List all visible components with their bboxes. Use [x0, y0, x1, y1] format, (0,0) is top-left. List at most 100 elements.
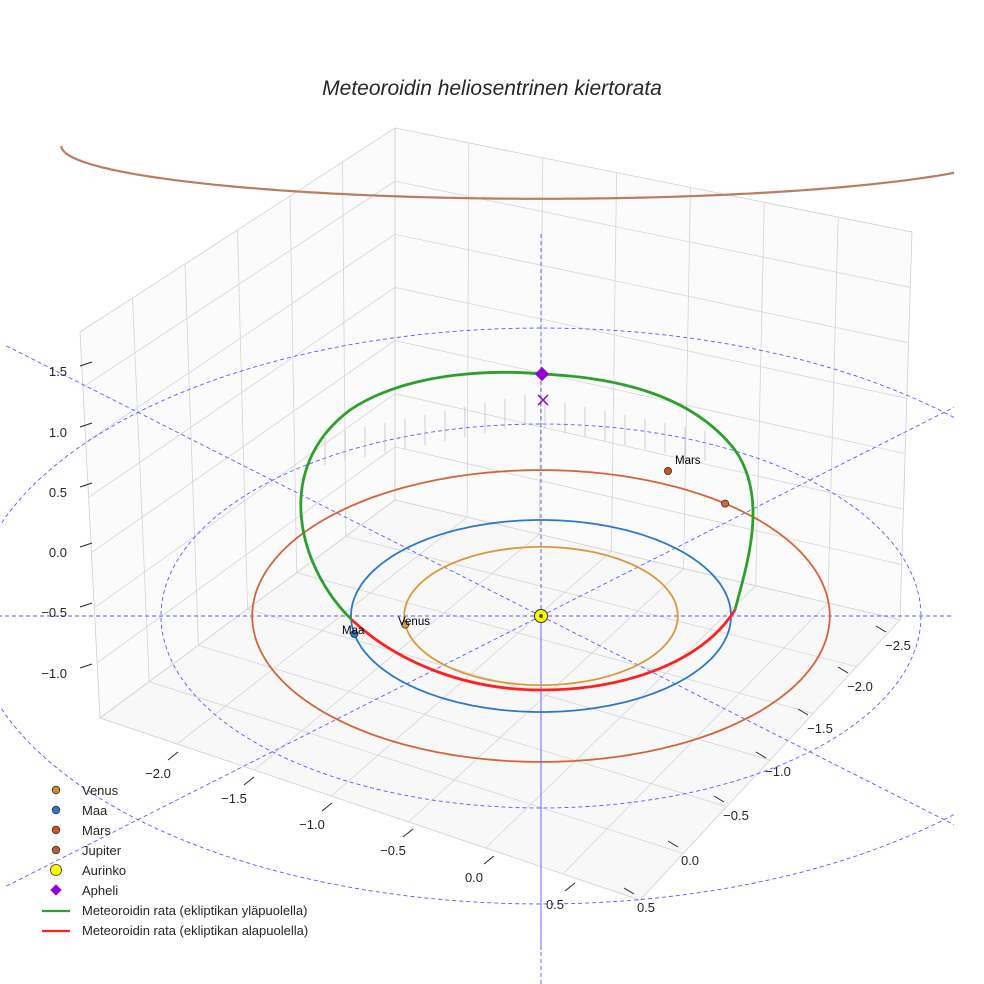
legend: Venus Maa Mars Jupiter Aurinko Apheli Meteoroi… [42, 783, 308, 938]
aphelion-projection-marker [537, 394, 549, 406]
z-tick-label: −1.0 [41, 666, 67, 681]
mars-label: Mars [675, 455, 701, 467]
markers: Venus Maa Mars [342, 366, 730, 638]
legend-diamond-swatch [50, 884, 62, 896]
maa-orbit [350, 519, 732, 713]
grid-line [247, 608, 771, 761]
y-tick-label: −1.5 [807, 721, 833, 736]
chart-title: Meteoroidin heliosentrinen kiertorata [322, 77, 662, 100]
z-tick-label: 1.5 [49, 364, 67, 379]
maa-marker [350, 629, 359, 638]
legend-label: Apheli [82, 883, 118, 898]
grid-line [85, 233, 909, 443]
grid-line [82, 180, 911, 388]
grid-line [149, 681, 684, 854]
sun-center [539, 614, 543, 618]
reference-radial [540, 615, 954, 826]
grid-line [198, 644, 727, 808]
reference-circle [160, 423, 922, 809]
reference-radial [540, 406, 954, 617]
axes-grid [79, 127, 913, 901]
reference-radial [3, 344, 542, 617]
z-tick-mark [79, 422, 93, 428]
legend-marker-swatch [51, 825, 61, 835]
legend-sun-swatch [50, 864, 62, 876]
grid-line [132, 297, 150, 682]
y-tick-label: −0.5 [723, 808, 749, 823]
aphelion-marker [534, 366, 550, 382]
grid-line [611, 172, 617, 552]
z-tick-label: 0.0 [49, 545, 67, 560]
y-tick-label: 0.5 [637, 900, 655, 915]
legend-label: Meteoroidin rata (ekliptikan alapuolella… [82, 923, 308, 938]
x-tick-mark [243, 776, 255, 786]
grid-line [331, 551, 612, 797]
axis-ticks: −1.0 −0.5 0.0 0.5 1.0 1.5 −2.0 −1.5 −1.0 −0.5 0.0 0… [41, 361, 911, 915]
legend-label: Venus [82, 783, 119, 798]
venus-marker [401, 620, 410, 629]
y-tick-mark [755, 751, 767, 759]
x-tick-label: −1.0 [299, 817, 325, 832]
x-tick-label: −1.5 [221, 791, 247, 806]
legend-label: Mars [82, 823, 111, 838]
legend-label: Jupiter [82, 843, 122, 858]
y-tick-label: −1.0 [765, 764, 791, 779]
legend-label: Aurinko [82, 863, 126, 878]
y-tick-mark [713, 795, 725, 803]
ecliptic-reference-grid [0, 232, 954, 984]
grid-line [408, 568, 684, 823]
grid-line [342, 161, 347, 537]
y-tick-mark [875, 625, 887, 633]
z-tick-mark [79, 542, 93, 548]
y-tick-mark [837, 666, 849, 674]
x-tick-label: −0.5 [380, 843, 406, 858]
mars-marker [664, 466, 673, 475]
z-tick-mark [79, 663, 93, 669]
grid-line [827, 217, 839, 603]
grid-line [94, 393, 904, 609]
legend-label: Maa [82, 803, 108, 818]
x-tick-mark [167, 751, 179, 761]
grid-line [184, 263, 199, 646]
y-tick-mark [623, 887, 635, 895]
grid-line [91, 340, 906, 553]
z-tick-mark [79, 602, 93, 608]
legend-marker-swatch [51, 785, 61, 795]
x-tick-mark [564, 882, 576, 892]
z-tick-label: 0.5 [49, 485, 67, 500]
venus-label: Venus [398, 616, 430, 628]
x-tick-label: −2.0 [145, 766, 171, 781]
grid-line [96, 446, 902, 664]
grid-line [296, 572, 814, 714]
z-tick-mark [79, 482, 93, 488]
grid-line [289, 195, 298, 573]
y-tick-mark [667, 840, 679, 848]
grid-line [755, 202, 765, 586]
legend-label: Meteoroidin rata (ekliptikan yläpuolella… [82, 903, 307, 918]
x-tick-label: 0.0 [465, 870, 483, 885]
mars-orbit [251, 469, 831, 763]
mars-marker [721, 499, 730, 508]
x-tick-mark [402, 828, 414, 838]
grid-line [683, 187, 691, 569]
planet-orbits [60, 145, 954, 763]
x-tick-mark [321, 802, 333, 812]
legend-marker-swatch [51, 805, 61, 815]
grid-line [237, 229, 248, 610]
x-tick-label: 0.5 [546, 897, 564, 912]
y-tick-mark [797, 708, 809, 716]
y-tick-label: −2.5 [885, 638, 911, 653]
y-tick-label: 0.0 [681, 853, 699, 868]
reference-radial [3, 615, 542, 888]
z-tick-label: −0.5 [41, 605, 67, 620]
z-tick-mark [79, 361, 93, 367]
grid-line [88, 287, 907, 498]
x-tick-mark [483, 855, 495, 865]
legend-marker-swatch [51, 845, 61, 855]
z-tick-label: 1.0 [49, 425, 67, 440]
grid-line [485, 585, 756, 849]
y-tick-label: −2.0 [847, 679, 873, 694]
maa-label: Maa [342, 625, 365, 637]
